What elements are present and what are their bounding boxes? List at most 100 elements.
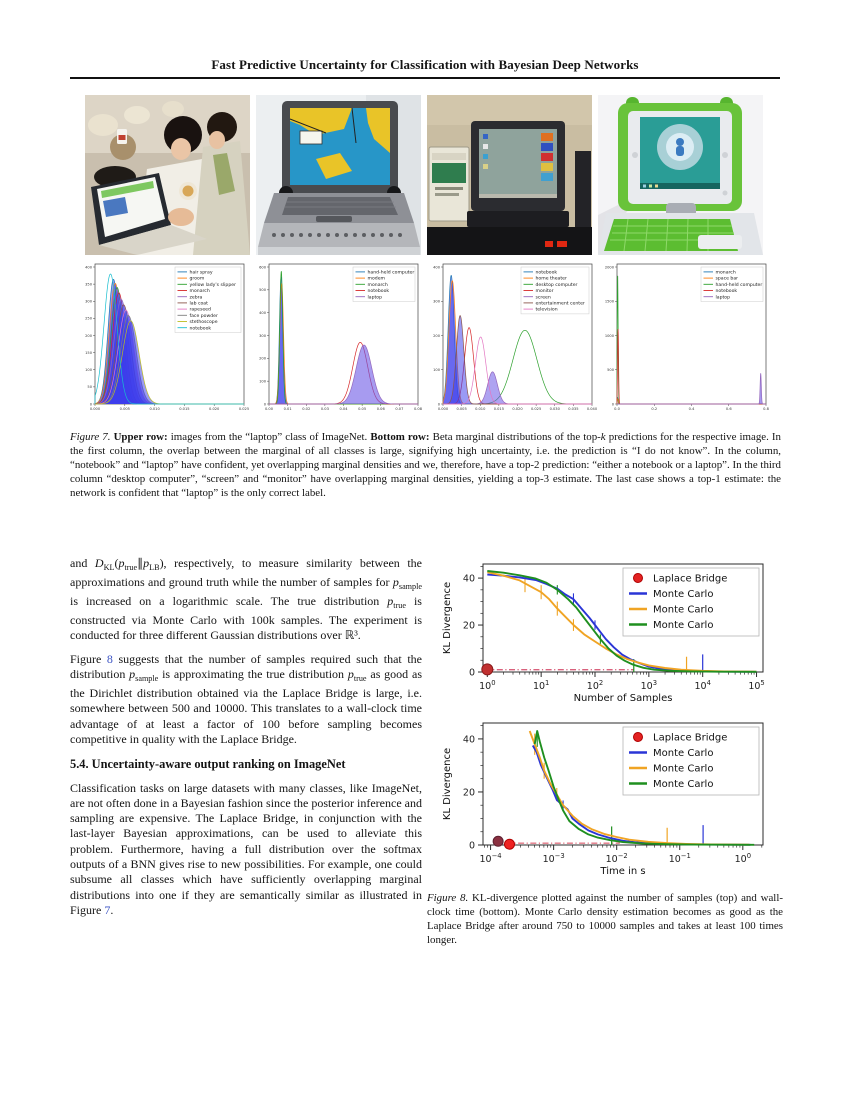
text-segment: Bottom row: [370,431,430,443]
svg-text:0: 0 [90,402,93,406]
svg-text:0.005: 0.005 [120,407,130,411]
text-segment: p [392,575,399,590]
svg-text:0.04: 0.04 [339,407,348,411]
svg-text:0.2: 0.2 [651,407,657,411]
svg-text:0.030: 0.030 [550,407,561,411]
svg-text:0.03: 0.03 [321,407,329,411]
svg-text:monarch: monarch [368,282,388,288]
svg-text:0.00: 0.00 [265,407,274,411]
svg-text:desktop computer: desktop computer [536,282,578,288]
text-segment: p [129,667,136,682]
text-segment: p [143,556,150,570]
text-segment: KL-divergence plotted against the number… [427,892,783,946]
text-segment: is increased on a logarithmic scale. The… [70,594,388,609]
figure7-photo-row [85,95,765,255]
svg-text:10−1: 10−1 [669,852,691,865]
x-axis: 0.000 0.005 0.010 0.015 0.020 0.025 0.030 0.035… [438,404,598,411]
svg-text:101: 101 [533,679,549,692]
svg-text:0.06: 0.06 [377,407,386,411]
svg-text:hand-held computer: hand-held computer [716,282,763,288]
x-axis: 10−4 10−3 10−2 10−1 100 [480,845,763,865]
svg-text:notebook: notebook [368,288,390,294]
x-axis: 0.0 0.2 0.4 0.6 0.8 [614,404,770,411]
text-segment: sample [135,673,159,683]
svg-text:notebook: notebook [190,325,212,331]
text-segment: as good as the Dirichlet distribution ob… [70,667,423,746]
svg-text:0.02: 0.02 [302,407,310,411]
svg-text:Number of Samples: Number of Samples [574,693,673,704]
svg-text:0.025: 0.025 [531,407,541,411]
svg-text:150: 150 [85,351,93,355]
text-segment: Figure 7. [70,431,111,443]
chart-kl-vs-samples: 100 101 102 103 104 105 Number of Samples 0 20 40… [439,556,783,709]
text-segment: Classification tasks on large datasets w… [70,780,422,917]
text-segment: predictions for the respective image. In… [70,431,781,499]
x-axis: 100 101 102 103 104 105 [479,672,765,692]
svg-text:0.005: 0.005 [456,407,466,411]
svg-text:0.015: 0.015 [179,407,189,411]
figure-ref-link[interactable]: 7 [104,902,111,917]
text-segment: suggests that the number of samples requ… [70,651,422,682]
svg-text:10−3: 10−3 [543,852,565,865]
svg-text:40: 40 [463,574,475,585]
svg-text:hair spray: hair spray [190,270,213,276]
x-axis: 0.000 0.005 0.010 0.015 0.020 0.025 [90,404,249,411]
svg-text:350: 350 [85,282,93,286]
svg-text:Monte Carlo: Monte Carlo [653,779,713,790]
chart-beta-marginals-1: 0.000 0.005 0.010 0.015 0.020 0.025 0 50 100 150 2… [77,257,249,428]
legend: Laplace Bridge Monte Carlo Monte Carlo Mont… [622,567,760,637]
left-text-column: and DKL(ptrue∥pLB), respectively, to mea… [70,556,422,926]
y-axis: 0 20 40 [463,725,483,852]
svg-text:KL Divergence: KL Divergence [442,748,453,820]
svg-text:0.000: 0.000 [438,407,449,411]
svg-text:500: 500 [607,368,615,372]
text-segment: Figure [70,651,107,666]
text-segment: p [387,594,394,609]
svg-text:0.0: 0.0 [614,407,620,411]
svg-text:0: 0 [469,841,475,852]
text-segment: KL [103,562,115,572]
text-segment: and [70,556,95,570]
svg-text:0.010: 0.010 [475,407,486,411]
text-segment: ∥ [137,556,144,570]
svg-text:0: 0 [264,402,267,406]
series [528,730,755,846]
svg-text:modem: modem [368,276,386,282]
text-segment: Figure 8. [427,892,469,904]
svg-text:KL Divergence: KL Divergence [442,582,453,654]
x-axis: 0.00 0.01 0.02 0.03 0.04 0.05 0.06 0.07 0.08 [265,404,423,411]
svg-text:Monte Carlo: Monte Carlo [653,605,713,616]
density-curves [94,273,245,405]
figure-ref-link[interactable]: 8 [106,651,113,666]
svg-text:2000: 2000 [605,265,615,269]
text-segment: ), respectively, to measure similarity b… [70,556,423,590]
svg-text:0: 0 [469,668,475,679]
svg-text:600: 600 [259,265,267,269]
header-rule [70,77,780,79]
text-segment: images from the “laptop” class of ImageN… [167,431,371,443]
svg-text:104: 104 [694,679,710,692]
svg-text:200: 200 [85,334,93,338]
svg-text:105: 105 [748,679,764,692]
svg-text:102: 102 [587,679,603,692]
svg-text:screen: screen [536,294,551,300]
svg-text:space bar: space bar [716,276,739,282]
paragraph-figure8-discussion: Figure 8 suggests that the number of sam… [70,652,422,748]
svg-text:zebra: zebra [190,294,203,300]
paragraph-kl-setup: and DKL(ptrue∥pLB), respectively, to mea… [70,556,422,644]
chart-kl-vs-time: 10−4 10−3 10−2 10−1 100 Time in s 0 20 40 KL Dive… [439,715,783,882]
svg-text:300: 300 [259,334,267,338]
section-heading-5-4: 5.4. Uncertainty-aware output ranking on… [70,757,346,772]
series [487,570,757,673]
svg-text:200: 200 [259,357,267,361]
y-axis: 0 100 200 300 400 500 600 [259,265,269,406]
y-axis: 0 20 40 [463,565,483,679]
svg-text:1000: 1000 [605,334,615,338]
right-figure-column: 100 101 102 103 104 105 Number of Samples 0 20 40… [427,556,783,948]
svg-text:10−4: 10−4 [480,852,502,865]
density-curves [268,270,419,405]
svg-text:20: 20 [463,621,475,632]
figure8-caption: Figure 8. KL-divergence plotted against … [427,892,783,948]
